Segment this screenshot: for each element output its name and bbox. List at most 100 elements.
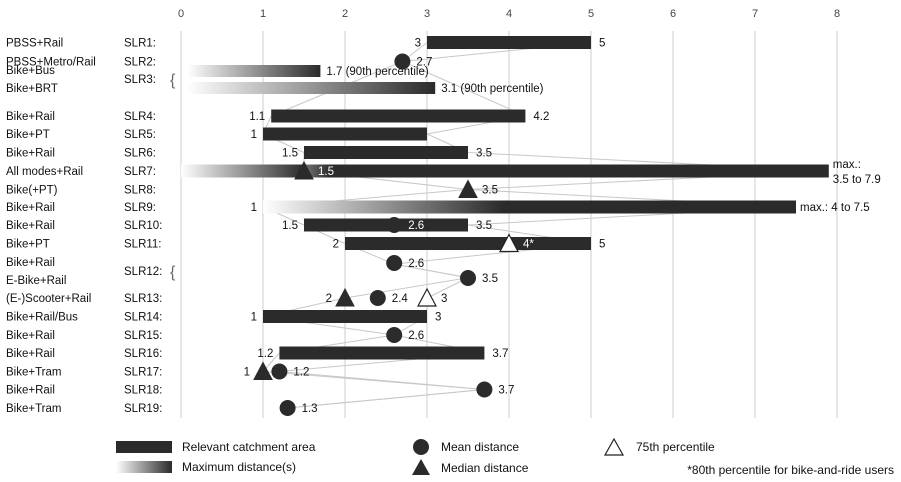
max-label: max.: 4 to 7.5 (800, 202, 870, 214)
mode-label: Bike+PT (6, 129, 50, 141)
connector-line (402, 61, 526, 117)
mode-label: All modes+Rail (6, 166, 83, 178)
mode-label: Bike+Rail (6, 385, 55, 397)
slr-label: SLR12: (124, 266, 162, 278)
slr-label: SLR8: (124, 185, 156, 197)
value-label: 4* (523, 239, 534, 251)
value-label: 2.7 (416, 57, 432, 69)
x-tick-label: 3 (424, 8, 430, 20)
value-label: 1.5 (318, 166, 334, 178)
mean-marker (271, 363, 288, 380)
connector-line (344, 277, 469, 299)
slr-label: SLR16: (124, 348, 162, 360)
mode-label: (E-)Scooter+Rail (6, 293, 91, 305)
value-label: 3.7 (498, 385, 514, 397)
mode-label: PBSS+Metro/Rail (6, 57, 96, 69)
maximum-gradient-bar (187, 82, 436, 94)
value-label: 1 (244, 367, 250, 379)
legend-catchment-swatch (116, 441, 172, 453)
brace-symbol: { (170, 264, 176, 281)
row-labels: SLR1: PBSS+Rail SLR2: PBSS+Metro/Rail SLR3: B… (6, 38, 176, 416)
mode-label: PBSS+Rail (6, 38, 63, 50)
value-label: 3.1 (90th percentile) (441, 83, 543, 95)
value-labels: 3 5 2.71.7 (90th percentile) 3.1 (90th perc… (244, 38, 881, 416)
x-tick-label: 8 (834, 8, 840, 20)
legend-catchment-label: Relevant catchment area (182, 440, 316, 454)
legend-maximum-swatch (116, 461, 172, 473)
value-label: 2.6 (408, 330, 424, 342)
median-marker (294, 160, 314, 180)
value-label: 3.5 (476, 220, 492, 232)
slr-label: SLR18: (124, 385, 162, 397)
catchment-bar (427, 36, 591, 49)
slr-label: SLR10: (124, 220, 162, 232)
x-tick-label: 0 (178, 8, 184, 20)
connector-line (394, 263, 469, 279)
mode-label: Bike+Tram (6, 403, 62, 415)
value-label: 1.2 (293, 367, 309, 379)
legend-median-label: Median distance (441, 461, 529, 475)
value-label: 3 (435, 312, 441, 324)
value-label: 2.6 (408, 258, 424, 270)
slr-label: SLR11: (124, 239, 162, 251)
p75-marker (499, 233, 519, 253)
value-label: 3.5 (476, 148, 492, 160)
slr-label: SLR7: (124, 166, 156, 178)
legend-mean-marker (413, 439, 429, 455)
catchment-bar (263, 310, 427, 323)
value-label: 1 (251, 202, 257, 214)
mean-marker (386, 217, 403, 233)
value-label: 2.6 (408, 220, 424, 232)
mode-label: Bike+Rail/Bus (6, 312, 78, 324)
mode-label: Bike+Bus (6, 65, 55, 77)
value-label: 2 (326, 293, 332, 305)
x-tick-label: 1 (260, 8, 266, 20)
slr-label: SLR17: (124, 367, 162, 379)
mode-label: Bike+Rail (6, 348, 55, 360)
value-label: 1.7 (90th percentile) (326, 66, 428, 78)
x-tick-label: 6 (670, 8, 676, 20)
maximum-gradient-bar (263, 200, 796, 214)
value-label: 5 (599, 239, 605, 251)
slr-label: SLR1: (124, 38, 156, 50)
slr-label: SLR13: (124, 293, 162, 305)
slr-label: SLR2: (124, 57, 156, 69)
mean-marker (279, 400, 296, 416)
maximum-gradient-bar (181, 164, 304, 178)
value-label: 1.5 (282, 220, 298, 232)
max-label: max.: (833, 159, 861, 171)
value-label: 1.2 (257, 348, 273, 360)
mode-label: Bike+Tram (6, 367, 62, 379)
value-label: 3.5 (482, 273, 498, 285)
catchment-bar (345, 237, 591, 250)
maximum-gradient-bar (304, 164, 829, 178)
value-label: 2.4 (392, 293, 409, 305)
value-label: 2 (333, 239, 339, 251)
footnote: *80th percentile for bike-and-ride users (687, 463, 894, 477)
mean-marker (386, 255, 403, 271)
mean-marker (369, 290, 386, 306)
bars (181, 36, 829, 360)
connector-line (279, 371, 485, 390)
mean-marker (460, 270, 476, 286)
mean-marker (386, 327, 403, 343)
value-label: 4.2 (533, 111, 549, 123)
connector-line (287, 389, 485, 409)
mode-label: Bike+Rail (6, 111, 55, 123)
legend-mean-label: Mean distance (441, 440, 519, 454)
value-label: 1.3 (302, 403, 318, 415)
mode-label: Bike+Rail (6, 148, 55, 160)
mode-label: Bike+Rail (6, 257, 55, 269)
mode-label: Bike+Rail (6, 330, 55, 342)
slr-label: SLR19: (124, 403, 162, 415)
legend-p75-label: 75th percentile (636, 440, 715, 454)
catchment-bar (304, 146, 468, 159)
mode-label: Bike+BRT (6, 83, 58, 95)
legend-p75-marker (603, 437, 625, 456)
median-marker (458, 179, 478, 198)
legend-maximum-label: Maximum distance(s) (182, 460, 296, 474)
value-label: 1.1 (249, 111, 265, 123)
slr-label: SLR14: (124, 312, 162, 324)
